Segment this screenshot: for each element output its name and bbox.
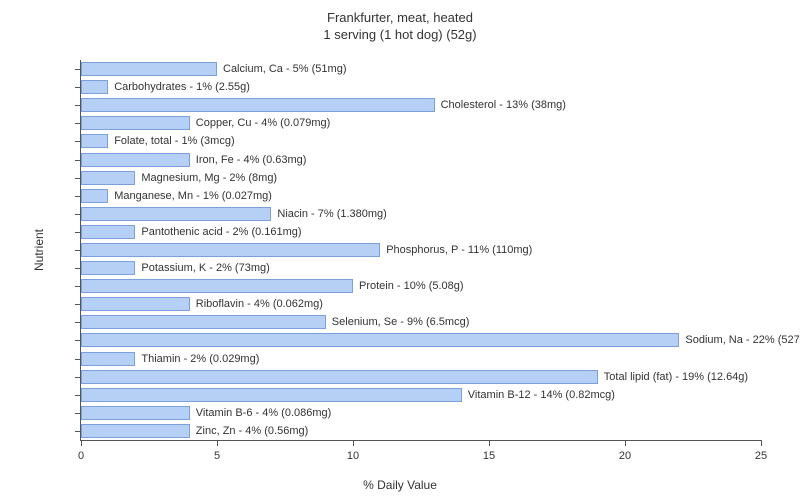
y-axis-label: Nutrient (32, 229, 46, 271)
bar-row: Thiamin - 2% (0.029mg) (81, 352, 135, 366)
bar (81, 261, 135, 275)
x-tick (489, 440, 490, 446)
bar-row: Riboflavin - 4% (0.062mg) (81, 297, 190, 311)
bar-label: Cholesterol - 13% (38mg) (441, 99, 566, 111)
bar-row: Carbohydrates - 1% (2.55g) (81, 80, 108, 94)
bar (81, 388, 462, 402)
x-tick-label: 20 (619, 450, 631, 462)
bar-row: Total lipid (fat) - 19% (12.64g) (81, 370, 598, 384)
bar-row: Selenium, Se - 9% (6.5mcg) (81, 315, 326, 329)
bar (81, 370, 598, 384)
x-tick (81, 440, 82, 446)
bar (81, 171, 135, 185)
bar (81, 189, 108, 203)
bar (81, 315, 326, 329)
plot-area: Calcium, Ca - 5% (51mg) Carbohydrates - 1… (80, 60, 761, 441)
bar-row: Protein - 10% (5.08g) (81, 279, 353, 293)
bar-label: Riboflavin - 4% (0.062mg) (196, 298, 323, 310)
bar-label: Phosphorus, P - 11% (110mg) (386, 244, 532, 256)
bar-row: Potassium, K - 2% (73mg) (81, 261, 135, 275)
bar-label: Calcium, Ca - 5% (51mg) (223, 63, 346, 75)
bar-label: Total lipid (fat) - 19% (12.64g) (604, 371, 748, 383)
bar (81, 225, 135, 239)
nutrient-chart: Frankfurter, meat, heated 1 serving (1 h… (0, 0, 800, 500)
title-line-1: Frankfurter, meat, heated (327, 10, 473, 25)
bar (81, 297, 190, 311)
bar (81, 98, 435, 112)
bar-label: Pantothenic acid - 2% (0.161mg) (141, 226, 301, 238)
bar-row: Folate, total - 1% (3mcg) (81, 134, 108, 148)
bar-row: Sodium, Na - 22% (527mg) (81, 333, 679, 347)
bar-row: Zinc, Zn - 4% (0.56mg) (81, 424, 190, 438)
bar (81, 424, 190, 438)
bar (81, 116, 190, 130)
bar (81, 406, 190, 420)
bar-row: Phosphorus, P - 11% (110mg) (81, 243, 380, 257)
bar-row: Niacin - 7% (1.380mg) (81, 207, 271, 221)
bar (81, 134, 108, 148)
bar (81, 243, 380, 257)
bar-row: Pantothenic acid - 2% (0.161mg) (81, 225, 135, 239)
x-tick (625, 440, 626, 446)
bar (81, 80, 108, 94)
bar-label: Iron, Fe - 4% (0.63mg) (196, 154, 307, 166)
x-tick-label: 25 (755, 450, 767, 462)
x-tick-label: 15 (483, 450, 495, 462)
x-tick (353, 440, 354, 446)
bar-label: Selenium, Se - 9% (6.5mcg) (332, 316, 470, 328)
x-tick-label: 0 (78, 450, 84, 462)
x-tick (217, 440, 218, 446)
bar-label: Manganese, Mn - 1% (0.027mg) (114, 190, 272, 202)
bar-label: Vitamin B-6 - 4% (0.086mg) (196, 407, 332, 419)
x-tick-label: 10 (347, 450, 359, 462)
bar-label: Thiamin - 2% (0.029mg) (141, 353, 259, 365)
bar-row: Magnesium, Mg - 2% (8mg) (81, 171, 135, 185)
bar-label: Magnesium, Mg - 2% (8mg) (141, 172, 277, 184)
bar-row: Manganese, Mn - 1% (0.027mg) (81, 189, 108, 203)
bar-label: Niacin - 7% (1.380mg) (277, 208, 386, 220)
bar-row: Calcium, Ca - 5% (51mg) (81, 62, 217, 76)
bar-label: Carbohydrates - 1% (2.55g) (114, 81, 250, 93)
bar-row: Iron, Fe - 4% (0.63mg) (81, 153, 190, 167)
bar-label: Zinc, Zn - 4% (0.56mg) (196, 425, 308, 437)
bar-label: Copper, Cu - 4% (0.079mg) (196, 117, 331, 129)
bar-label: Potassium, K - 2% (73mg) (141, 262, 269, 274)
x-tick (761, 440, 762, 446)
title-line-2: 1 serving (1 hot dog) (52g) (323, 27, 476, 42)
bar (81, 207, 271, 221)
bar-label: Protein - 10% (5.08g) (359, 280, 464, 292)
bar (81, 333, 679, 347)
x-axis-label: % Daily Value (363, 478, 437, 492)
x-tick-label: 5 (214, 450, 220, 462)
bar (81, 62, 217, 76)
bar-row: Vitamin B-6 - 4% (0.086mg) (81, 406, 190, 420)
chart-title: Frankfurter, meat, heated 1 serving (1 h… (0, 0, 800, 44)
bar (81, 352, 135, 366)
bar (81, 153, 190, 167)
bar (81, 279, 353, 293)
bar-row: Vitamin B-12 - 14% (0.82mcg) (81, 388, 462, 402)
bar-row: Copper, Cu - 4% (0.079mg) (81, 116, 190, 130)
bar-label: Folate, total - 1% (3mcg) (114, 135, 234, 147)
bar-label: Sodium, Na - 22% (527mg) (685, 334, 800, 346)
bar-label: Vitamin B-12 - 14% (0.82mcg) (468, 389, 615, 401)
bar-row: Cholesterol - 13% (38mg) (81, 98, 435, 112)
